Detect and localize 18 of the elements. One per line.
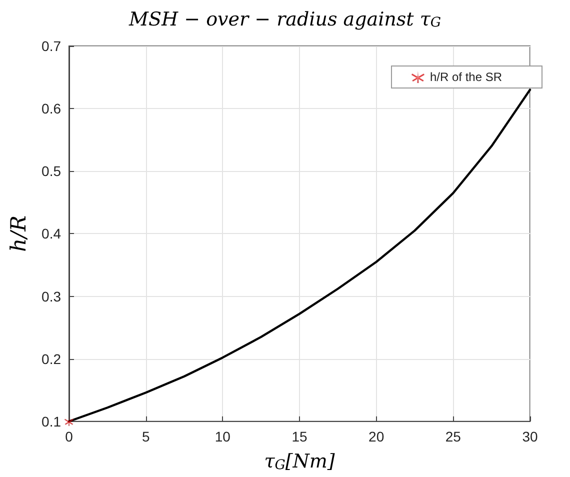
x-tick-label: 20 <box>368 428 384 444</box>
chart-title: MSH − over − radius against τG <box>128 8 442 31</box>
x-tick-label: 15 <box>292 428 308 444</box>
x-tick-label: 0 <box>65 428 74 444</box>
x-tick-label: 10 <box>214 428 231 444</box>
legend-label: h/R of the SR <box>430 70 502 84</box>
y-axis-title: h/R <box>6 215 30 252</box>
y-tick-label: 0.2 <box>42 350 62 367</box>
x-tick-label: 30 <box>522 428 538 444</box>
y-tick-label: 0.7 <box>42 38 62 54</box>
y-tick-label: 0.5 <box>42 163 62 180</box>
x-axis-title: τG[Nm] <box>264 450 336 473</box>
x-tick-label: 25 <box>445 428 462 444</box>
x-tick-label: 5 <box>142 428 150 444</box>
y-tick-label: 0.3 <box>42 288 62 304</box>
y-tick-label: 0.1 <box>42 413 62 430</box>
y-tick-label: 0.4 <box>42 226 62 242</box>
y-tick-label: 0.6 <box>42 100 62 117</box>
